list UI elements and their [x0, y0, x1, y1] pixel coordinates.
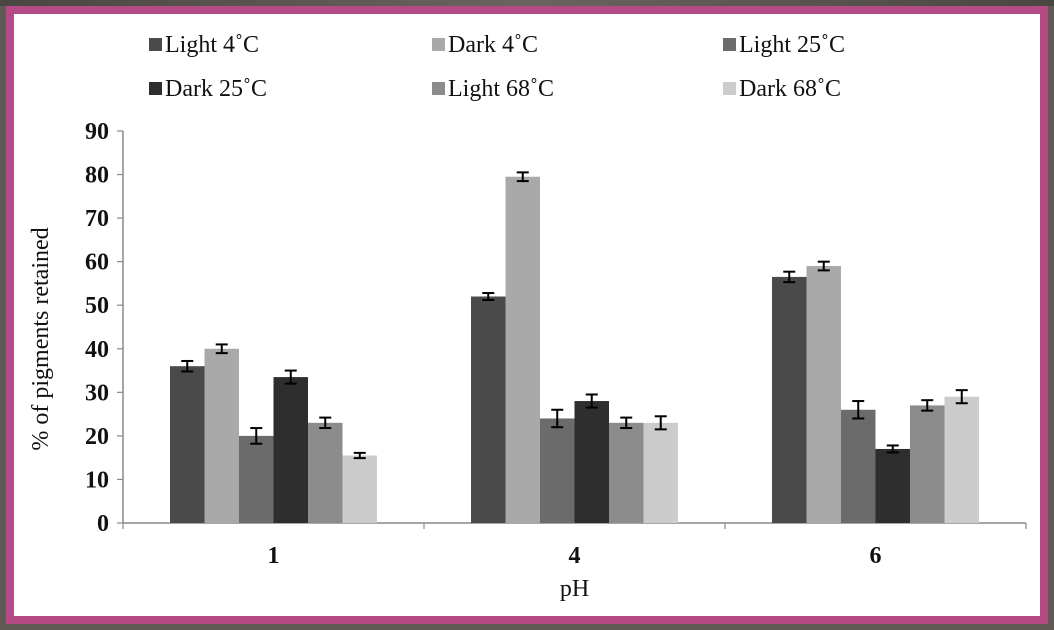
y-tick-label: 80	[85, 163, 109, 189]
bar	[540, 418, 575, 523]
legend-label: Dark 25˚C	[165, 76, 267, 102]
x-axis: pH 1 4 6	[122, 522, 1027, 602]
y-tick-label: 90	[85, 119, 109, 145]
legend-label: Dark 68˚C	[739, 76, 841, 102]
bar	[643, 422, 678, 523]
bar	[806, 266, 841, 523]
y-axis: % of pigments retained 0 10 20 30 40 50 60 70 80…	[28, 119, 124, 537]
legend-swatch	[723, 38, 736, 51]
bar	[239, 435, 274, 523]
y-tick-label: 10	[85, 467, 109, 493]
y-tick-label: 30	[85, 380, 109, 406]
bar	[910, 405, 945, 523]
bar	[875, 448, 910, 523]
figure-frame: Light 4˚C Dark 4˚C Light 25˚C Dark 25˚C Ligh…	[6, 6, 1048, 624]
legend-swatch	[432, 82, 445, 95]
legend-label: Dark 4˚C	[448, 32, 538, 58]
bar-chart: Light 4˚C Dark 4˚C Light 25˚C Dark 25˚C Ligh…	[28, 32, 1027, 602]
y-tick-label: 70	[85, 206, 109, 232]
bar	[609, 422, 644, 523]
x-axis-label: pH	[560, 576, 589, 602]
x-tick-label: 4	[569, 543, 581, 569]
legend-swatch	[149, 38, 162, 51]
x-tick-label: 1	[268, 543, 280, 569]
bar	[841, 409, 876, 523]
y-axis-label: % of pigments retained	[28, 227, 54, 450]
bar	[471, 296, 506, 523]
legend-label: Light 68˚C	[448, 76, 554, 102]
y-tick-label: 0	[97, 511, 109, 537]
bar	[944, 396, 979, 523]
y-tick-label: 20	[85, 424, 109, 450]
bar-series	[170, 171, 979, 523]
legend-label: Light 25˚C	[739, 32, 845, 58]
chart-legend: Light 4˚C Dark 4˚C Light 25˚C Dark 25˚C Ligh…	[149, 32, 845, 102]
bar	[308, 422, 343, 523]
x-tick-label: 6	[870, 543, 882, 569]
legend-label: Light 4˚C	[165, 32, 259, 58]
legend-swatch	[149, 82, 162, 95]
legend-swatch	[432, 38, 445, 51]
bar	[204, 348, 239, 523]
bar	[574, 401, 609, 523]
bar	[342, 455, 377, 523]
legend-swatch	[723, 82, 736, 95]
y-tick-label: 50	[85, 293, 109, 319]
bar	[505, 176, 540, 523]
bar	[772, 276, 807, 523]
y-tick-label: 60	[85, 250, 109, 276]
outer-border-top	[0, 0, 1054, 6]
bar	[273, 377, 308, 523]
bar	[170, 366, 205, 523]
y-tick-label: 40	[85, 337, 109, 363]
